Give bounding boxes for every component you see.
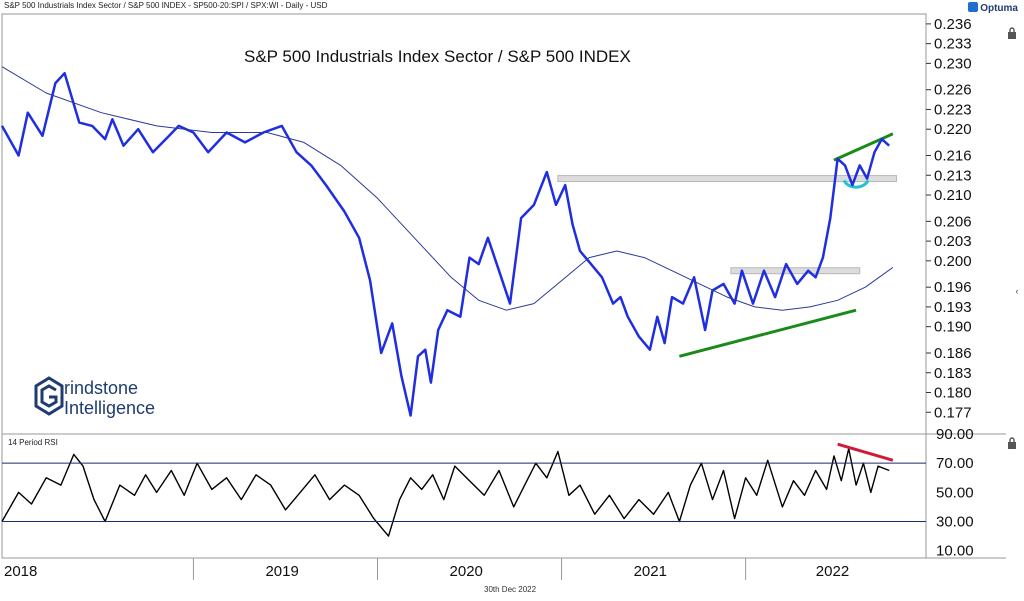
chart-date: 30th Dec 2022 <box>484 585 537 594</box>
rsi-annotations <box>2 442 926 523</box>
brand-name: Optuma <box>980 3 1018 14</box>
chart-description: S&P 500 Industrials Index Sector / S&P 5… <box>4 1 328 10</box>
price-axis-labels: 0.236 0.233 0.230 0.226 0.223 0.220 0.216 0.213… <box>926 16 972 421</box>
price-tick-label: 0.213 <box>934 167 972 184</box>
lock-icon[interactable] <box>1007 27 1017 39</box>
resistance-zone <box>730 267 861 275</box>
price-tick-label: 0.226 <box>934 82 972 99</box>
rsi-axis-labels: 90.00 70.00 50.00 30.00 10.00 <box>936 426 974 560</box>
price-tick-label: 0.236 <box>934 16 972 33</box>
lock-icon[interactable] <box>1007 437 1017 449</box>
year-label: 2018 <box>4 563 37 580</box>
rsi-panel-title: 14 Period RSI <box>8 438 58 447</box>
year-label: 2022 <box>816 563 849 580</box>
year-label: 2020 <box>450 563 483 580</box>
logo-word-1: rindstone <box>64 378 139 398</box>
logo-word-2: Intelligence <box>64 398 156 418</box>
price-tick-label: 0.223 <box>934 101 972 118</box>
rsi-lines <box>1 447 890 537</box>
support-trendline <box>678 308 857 358</box>
hexagon-logo-icon <box>34 376 64 416</box>
rsi-line <box>1 447 890 537</box>
rsi-divergence-line <box>837 442 894 462</box>
rsi-tick-label: 30.00 <box>936 514 974 531</box>
time-axis-labels: 2018 2019 2020 2021 2022 <box>4 558 849 580</box>
price-tick-label: 0.210 <box>934 187 972 204</box>
chart-frame <box>1 13 1006 559</box>
retest-arc <box>842 179 870 189</box>
chevron-left-icon[interactable]: ‹ <box>1015 286 1019 296</box>
rsi-tick-label: 10.00 <box>936 543 974 560</box>
grindstone-logo: rindstone Intelligence <box>34 376 204 422</box>
price-tick-label: 0.186 <box>934 345 972 362</box>
support-trendline <box>833 132 894 162</box>
chart-title: S&P 500 Industrials Index Sector / S&P 5… <box>244 47 631 66</box>
price-annotations <box>557 132 898 358</box>
year-label: 2021 <box>634 563 667 580</box>
rsi-tick-label: 90.00 <box>936 426 974 443</box>
price-tick-label: 0.233 <box>934 36 972 53</box>
price-tick-label: 0.180 <box>934 385 972 402</box>
price-tick-label: 0.230 <box>934 55 972 72</box>
rsi-tick-label: 50.00 <box>936 484 974 501</box>
year-label: 2019 <box>265 563 298 580</box>
price-tick-label: 0.203 <box>934 233 972 250</box>
price-tick-label: 0.193 <box>934 299 972 316</box>
price-tick-label: 0.177 <box>934 404 972 421</box>
brand: Optuma <box>968 2 1018 14</box>
price-tick-label: 0.200 <box>934 253 972 270</box>
optuma-logo-icon <box>968 2 979 12</box>
resistance-zone <box>557 175 898 183</box>
price-tick-label: 0.183 <box>934 365 972 382</box>
moving-average-line <box>1 66 894 311</box>
price-tick-label: 0.196 <box>934 279 972 296</box>
price-tick-label: 0.220 <box>934 121 972 138</box>
price-tick-label: 0.216 <box>934 148 972 165</box>
rsi-tick-label: 70.00 <box>936 455 974 472</box>
price-line <box>0 71 891 417</box>
price-lines <box>0 66 894 417</box>
price-tick-label: 0.190 <box>934 319 972 336</box>
price-tick-label: 0.206 <box>934 213 972 230</box>
